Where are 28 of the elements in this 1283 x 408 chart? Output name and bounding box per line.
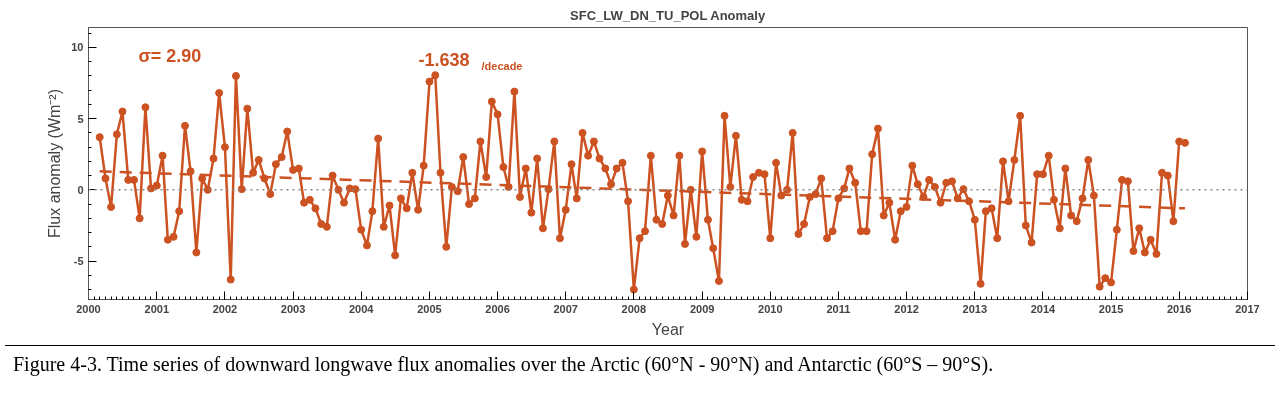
x-tick-label: 2007 xyxy=(553,302,578,315)
y-tick-label: -5 xyxy=(73,255,84,268)
annotation: σ= 2.90 xyxy=(138,45,202,66)
x-tick-label: 2015 xyxy=(1098,302,1124,315)
x-tick-label: 2005 xyxy=(417,302,442,315)
x-tick-label: 2009 xyxy=(689,302,715,315)
annotation: -1.638 /decade xyxy=(418,49,523,72)
x-tick-label: 2003 xyxy=(280,302,306,315)
x-tick-label: 2008 xyxy=(621,302,647,315)
y-tick-label: 10 xyxy=(71,41,84,54)
x-tick-label: 2016 xyxy=(1166,302,1192,315)
x-tick-label: 2014 xyxy=(1030,302,1057,315)
caption: Figure 4-3. Time series of downward longwave flux anomalies over the Arctic (60°N - 90°N) and Antarctic (60°S – 90°S). xyxy=(13,352,994,378)
x-tick-label: 2000 xyxy=(76,302,101,315)
x-tick-label: 2004 xyxy=(348,302,375,315)
y-tick-label: 5 xyxy=(77,112,84,125)
x-tick-label: 2011 xyxy=(826,302,851,315)
y-axis-title: Flux anomaly (Wm⁻²) xyxy=(46,88,64,238)
x-tick-label: 2002 xyxy=(212,302,238,315)
x-tick-label: 2017 xyxy=(1235,302,1260,315)
x-tick-label: 2013 xyxy=(962,302,988,315)
x-tick-label: 2001 xyxy=(144,302,170,315)
x-tick-label: 2010 xyxy=(758,302,783,315)
x-tick-label: 2012 xyxy=(894,302,919,315)
x-tick-label: 2006 xyxy=(485,302,510,315)
y-tick-label: 0 xyxy=(77,183,84,196)
chart-title: SFC_LW_DN_TU_POL Anomaly xyxy=(570,7,766,23)
x-axis-title: Year xyxy=(651,320,685,338)
